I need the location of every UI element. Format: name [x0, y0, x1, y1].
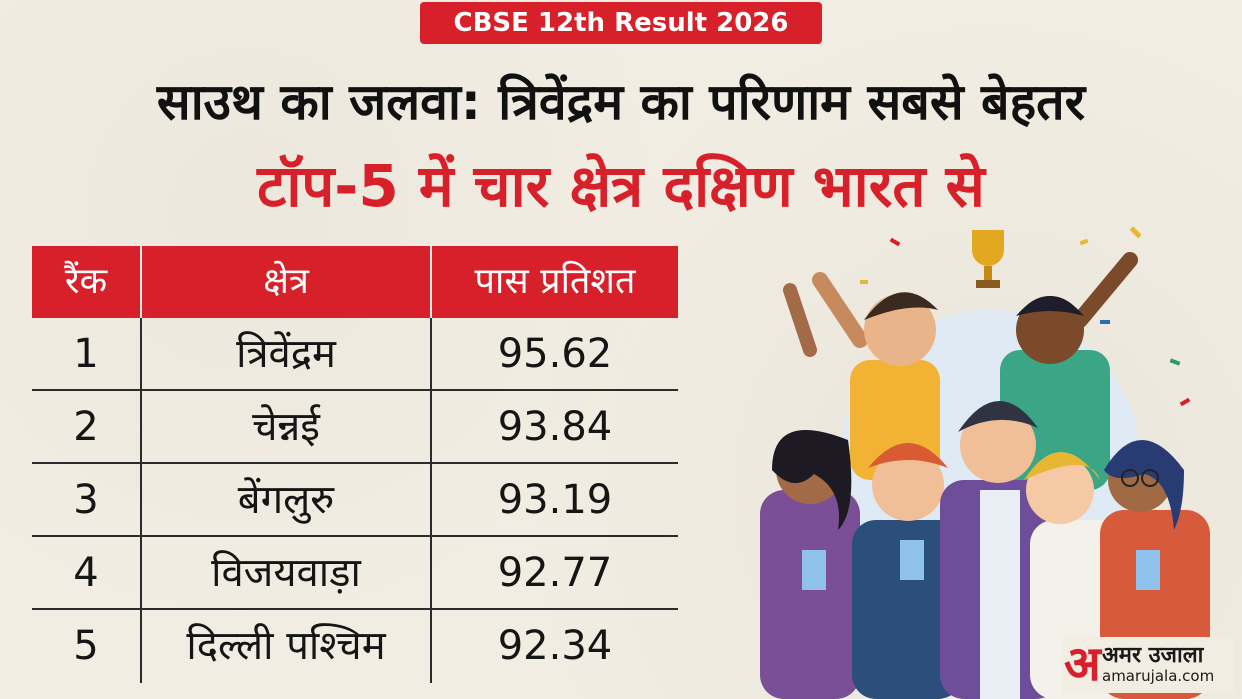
rank-cell: 4 [32, 537, 142, 608]
pass-percentage-cell: 95.62 [497, 331, 613, 377]
region-cell: बेंगलुरु [142, 464, 432, 535]
table-header: रैंक क्षेत्र पास प्रतिशत [32, 246, 678, 318]
pass-percentage-cell: 93.84 [497, 404, 613, 450]
rank-cell: 5 [32, 610, 142, 683]
headline: साउथ का जलवा: त्रिवेंद्रम का परिणाम सबसे… [156, 73, 1086, 131]
table-row: 4 विजयवाड़ा 92.77 [32, 537, 678, 610]
region-cell: विजयवाड़ा [142, 537, 432, 608]
category-badge: CBSE 12th Result 2026 [420, 2, 822, 44]
table-row: 2 चेन्नई 93.84 [32, 391, 678, 464]
table-row: 5 दिल्ली पश्चिम 92.34 [32, 610, 678, 683]
pass-percentage-cell: 93.19 [497, 477, 613, 523]
pass-percentage-cell: 92.34 [497, 623, 613, 669]
rank-cell: 1 [32, 318, 142, 389]
rank-cell: 3 [32, 464, 142, 535]
brand-logo: अ अमर उजाला amarujala.com [1062, 637, 1234, 693]
subheadline: टॉप-5 में चार क्षेत्र दक्षिण भारत से [257, 152, 985, 220]
pass-percentage-cell: 92.77 [497, 550, 613, 596]
logo-mark: अ [1064, 636, 1101, 692]
table-row: 1 त्रिवेंद्रम 95.62 [32, 318, 678, 391]
results-table: रैंक क्षेत्र पास प्रतिशत 1 त्रिवेंद्रम 9… [32, 246, 678, 683]
region-cell: त्रिवेंद्रम [142, 318, 432, 389]
header-rank: रैंक [32, 246, 142, 318]
region-cell: चेन्नई [142, 391, 432, 462]
logo-name: अमर उजाला [1102, 643, 1204, 668]
table-row: 3 बेंगलुरु 93.19 [32, 464, 678, 537]
region-cell: दिल्ली पश्चिम [142, 610, 432, 683]
header-region: क्षेत्र [142, 246, 432, 318]
rank-cell: 2 [32, 391, 142, 462]
header-pass-percentage: पास प्रतिशत [474, 261, 636, 302]
logo-url: amarujala.com [1102, 667, 1215, 685]
celebrating-students-illustration [760, 226, 1210, 699]
